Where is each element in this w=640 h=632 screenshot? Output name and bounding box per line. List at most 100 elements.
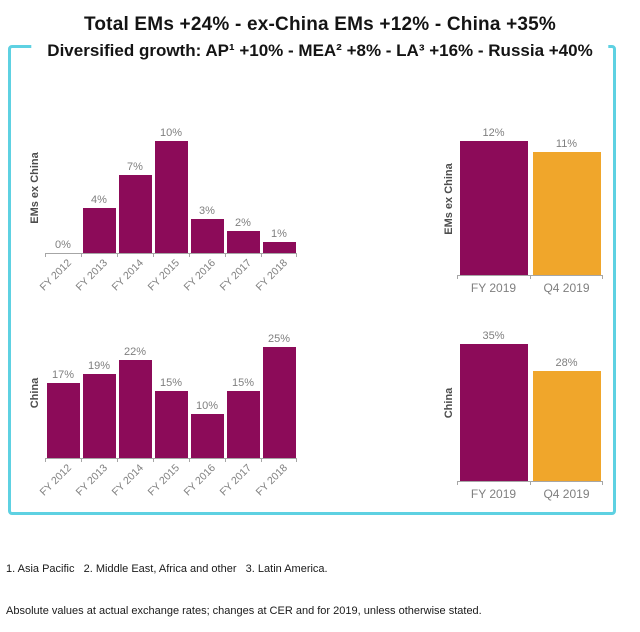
x-tick-label: FY 2013 [74,254,117,304]
axis-tick [81,253,82,257]
bar-slot: 15% [153,328,189,458]
plot-wrap: 0% 4% 7% 10% 3% 2% 1% FY 2012 FY 2013 FY 2014 FY … [38,123,297,304]
bar-value-label: 28% [555,357,578,369]
bar-value-label: 15% [231,377,255,389]
bar-value-label: 22% [123,346,147,358]
figure-root: { "title": { "line1": "Total EMs +24% - … [6,12,616,617]
bar-slot: 25% [261,328,297,458]
axis-tick [153,458,154,462]
bar-value-label: 35% [482,330,505,342]
axis-tick [530,481,531,485]
x-tick-label: FY 2015 [146,459,189,509]
axis-tick [261,458,262,462]
y-axis-title-text: EMs ex China [443,162,455,235]
x-tick-label: FY 2018 [254,459,297,509]
footnote-line-1: 1. Asia Pacific 2. Middle East, Africa a… [6,563,328,575]
bar-value-label: 11% [555,138,578,150]
bar-slot: 4% [81,123,117,253]
bar [226,231,260,253]
title-line-2: Diversified growth: AP¹ +10% - MEA² +8% … [47,41,593,60]
bar-slot: 35% [457,325,530,481]
bar [262,242,296,253]
bar-slot: 3% [189,123,225,253]
plot-wrap: 12% 11% FY 2019 Q4 2019 [457,122,603,298]
x-tick-label: FY 2019 [470,487,517,501]
y-axis-title-text: EMs ex China [29,152,41,224]
plot-area: 0% 4% 7% 10% 3% 2% 1% [45,123,297,257]
bar-slot: 19% [81,328,117,458]
bar [118,175,152,253]
bar [190,219,224,253]
x-tick-label: Q4 2019 [543,281,590,295]
bar-slot: 7% [117,123,153,253]
y-axis-title: EMs ex China [25,123,45,253]
bar-slot: 12% [457,122,530,275]
bar-slot: 1% [261,123,297,253]
y-axis-title-text: China [443,387,455,419]
figure-title: Total EMs +24% - ex-China EMs +12% - Chi… [31,12,609,63]
bar [82,208,116,253]
axis-tick [296,253,297,257]
x-axis-labels: FY 2012 FY 2013 FY 2014 FY 2015 FY 2016 FY 20… [38,459,297,509]
bar-slot: 17% [45,328,81,458]
plot-area: 35% 28% [457,325,603,485]
bar-value-label: 1% [271,228,287,240]
bar [118,360,152,458]
bar-slot: 10% [189,328,225,458]
x-axis-labels: FY 2019 Q4 2019 [457,276,603,298]
x-tick-label: FY 2012 [38,459,81,509]
x-tick-label: FY 2012 [38,254,81,304]
chart-ems-ex-china-2019: EMs ex China 12% 11% FY 2019 Q4 2019 [441,122,603,298]
footnotes: 1. Asia Pacific 2. Middle East, Africa a… [6,534,482,632]
axis-tick [261,253,262,257]
x-tick-label: FY 2015 [146,254,189,304]
bar-value-label: 4% [91,194,107,206]
bar [262,347,296,458]
plot-area: 12% 11% [457,122,603,279]
title-line-1: Total EMs +24% - ex-China EMs +12% - Chi… [83,14,557,35]
axis-tick [457,275,458,279]
bar-value-label: 7% [127,161,143,173]
axis-tick [117,458,118,462]
axis-tick [153,253,154,257]
x-tick-label: FY 2019 [470,281,517,295]
bar-slot: 10% [153,123,189,253]
axis-tick [81,458,82,462]
axis-tick [530,275,531,279]
x-tick-label: Q4 2019 [543,487,590,501]
bar-slot: 0% [45,123,81,253]
y-axis-title: China [441,325,457,481]
bar [46,383,80,458]
x-tick-label: FY 2016 [182,254,225,304]
axis-tick [117,253,118,257]
bar-value-label: 10% [159,127,183,139]
bar [459,141,528,275]
bar-value-label: 17% [51,369,75,381]
x-tick-label: FY 2016 [182,459,225,509]
chart-china-2019: China 35% 28% FY 2019 Q4 2019 [441,325,603,504]
bar [532,371,601,481]
y-axis-title: EMs ex China [441,122,457,275]
bar-value-label: 10% [195,400,219,412]
bar [532,152,601,275]
axis-tick [45,253,46,257]
bar-value-label: 19% [87,360,111,372]
bar [154,391,188,458]
y-axis-title-text: China [29,377,41,409]
x-tick-label: FY 2013 [74,459,117,509]
x-tick-label-text: FY 2012 [38,462,75,499]
plot-area: 17% 19% 22% 15% 10% 15% 25% [45,328,297,462]
bar-value-label: 2% [235,217,251,229]
bar [82,374,116,458]
axis-tick [225,253,226,257]
y-axis-title: China [25,328,45,458]
axis-tick [45,458,46,462]
chart-china-history: China 17% 19% 22% 15% 10% 15% 25% FY 2012 FY 20… [25,328,297,509]
x-tick-label-text: FY 2012 [38,257,75,294]
x-axis-labels: FY 2019 Q4 2019 [457,482,603,504]
bar-slot: 28% [530,325,603,481]
bar-value-label: 25% [267,333,291,345]
x-tick-label: FY 2014 [110,254,153,304]
bar-slot: 2% [225,123,261,253]
bar [226,391,260,458]
